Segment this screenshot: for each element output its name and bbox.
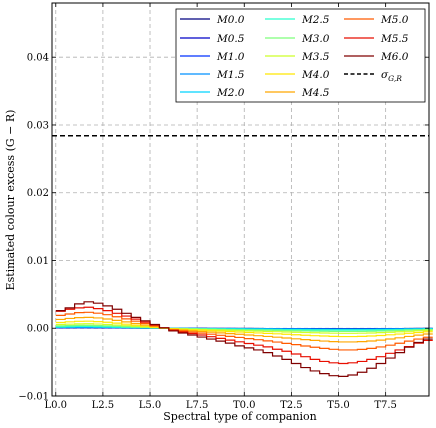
legend-label-7: M3.5 (301, 51, 330, 63)
y-tick-label-0: −0.01 (18, 392, 49, 403)
y-tick-label-5: 0.04 (27, 53, 49, 64)
y-tick-label-2: 0.01 (27, 256, 49, 267)
legend-label-sigma: σG,R (381, 69, 402, 83)
y-tick-label-4: 0.03 (27, 120, 49, 131)
legend-label-3: M1.5 (216, 69, 245, 81)
legend: M0.0 M0.5 M1.0 M1.5 M2.0 M2.5 M3.0 M3.5 M4.0 M4.5… (175, 8, 426, 103)
legend-label-0: M0.0 (216, 14, 245, 26)
x-tick-label-3: L7.5 (186, 400, 209, 411)
x-axis-label: Spectral type of companion (163, 410, 317, 423)
series-layer (55, 301, 433, 377)
x-tick-label-4: T0.0 (233, 400, 256, 411)
legend-label-12: M6.0 (380, 51, 409, 63)
y-axis-label: Estimated colour excess (G − R) (4, 110, 17, 291)
y-tick-label-1: 0.00 (27, 324, 49, 335)
x-tick-label-2: L5.0 (139, 400, 162, 411)
series-line-m4-5 (55, 316, 433, 343)
legend-label-11: M5.5 (380, 33, 409, 45)
x-tick-label-7: T7.5 (374, 400, 397, 411)
legend-label-2: M1.0 (216, 51, 245, 63)
x-tick-label-1: L2.5 (92, 400, 115, 411)
x-tick-label-0: L0.0 (44, 400, 67, 411)
x-tick-label-6: T5.0 (327, 400, 350, 411)
series-line-m4-0 (55, 320, 433, 338)
axis-ticks: L0.0 L2.5 L5.0 L7.5 T0.0 T2.5 T5.0 T7.5 −0.01 0.0… (18, 3, 429, 411)
legend-label-9: M4.5 (301, 87, 330, 99)
series-line-m5-0 (55, 311, 433, 351)
series-line-m3-0 (55, 324, 433, 333)
legend-box (175, 8, 426, 103)
legend-sigma-subscript: G,R (388, 74, 402, 83)
series-line-m3-5 (55, 323, 433, 334)
series-line-m6-0 (55, 301, 433, 377)
x-tick-label-5: T2.5 (280, 400, 303, 411)
legend-label-6: M3.0 (301, 33, 330, 45)
y-tick-label-3: 0.02 (27, 188, 49, 199)
legend-label-1: M0.5 (216, 33, 245, 45)
legend-label-8: M4.0 (301, 69, 330, 81)
legend-label-5: M2.5 (301, 14, 330, 26)
legend-label-4: M2.0 (216, 87, 245, 99)
plot-frame (51, 2, 430, 397)
legend-label-10: M5.0 (380, 14, 409, 26)
legend-sigma-symbol: σ (381, 69, 389, 81)
